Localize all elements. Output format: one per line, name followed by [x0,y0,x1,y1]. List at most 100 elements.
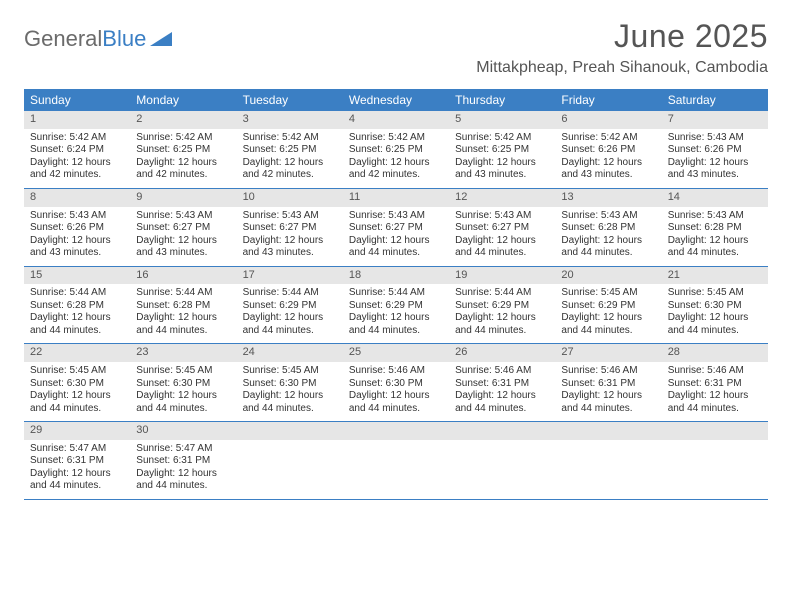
sunrise-text: Sunrise: 5:46 AM [561,365,655,378]
daylight-text: Daylight: 12 hours and 43 minutes. [30,235,124,260]
day-number: 27 [555,344,661,362]
daylight-text: Daylight: 12 hours and 44 minutes. [136,390,230,415]
day-cell: 26Sunrise: 5:46 AMSunset: 6:31 PMDayligh… [449,344,555,421]
daylight-text: Daylight: 12 hours and 44 minutes. [455,312,549,337]
sunrise-text: Sunrise: 5:42 AM [455,132,549,145]
dow-cell: Wednesday [343,89,449,111]
day-cell: 6Sunrise: 5:42 AMSunset: 6:26 PMDaylight… [555,111,661,188]
day-number: 13 [555,189,661,207]
header: GeneralBlue June 2025 Mittakpheap, Preah… [24,18,768,77]
day-number: 19 [449,267,555,285]
day-body: Sunrise: 5:43 AMSunset: 6:27 PMDaylight:… [449,207,555,266]
sunset-text: Sunset: 6:31 PM [455,378,549,391]
day-body: Sunrise: 5:42 AMSunset: 6:25 PMDaylight:… [343,129,449,188]
daylight-text: Daylight: 12 hours and 44 minutes. [136,312,230,337]
day-cell: 11Sunrise: 5:43 AMSunset: 6:27 PMDayligh… [343,189,449,266]
brand-logo: GeneralBlue [24,18,172,52]
day-body: Sunrise: 5:44 AMSunset: 6:28 PMDaylight:… [24,284,130,343]
day-number: 6 [555,111,661,129]
days-of-week-header: SundayMondayTuesdayWednesdayThursdayFrid… [24,89,768,111]
sunrise-text: Sunrise: 5:43 AM [561,210,655,223]
daylight-text: Daylight: 12 hours and 44 minutes. [30,312,124,337]
sunset-text: Sunset: 6:26 PM [668,144,762,157]
daylight-text: Daylight: 12 hours and 43 minutes. [136,235,230,260]
daylight-text: Daylight: 12 hours and 44 minutes. [243,312,337,337]
day-cell: 8Sunrise: 5:43 AMSunset: 6:26 PMDaylight… [24,189,130,266]
sunset-text: Sunset: 6:25 PM [243,144,337,157]
day-number: 9 [130,189,236,207]
day-number: 5 [449,111,555,129]
sunrise-text: Sunrise: 5:47 AM [136,443,230,456]
day-body: Sunrise: 5:43 AMSunset: 6:26 PMDaylight:… [24,207,130,266]
daylight-text: Daylight: 12 hours and 44 minutes. [455,235,549,260]
day-cell: 5 Sunrise: 5:42 AMSunset: 6:25 PMDaylight… [449,111,555,188]
sunrise-text: Sunrise: 5:44 AM [136,287,230,300]
week-row: 8Sunrise: 5:43 AMSunset: 6:26 PMDaylight… [24,189,768,267]
daylight-text: Daylight: 12 hours and 42 minutes. [243,157,337,182]
daylight-text: Daylight: 12 hours and 44 minutes. [349,390,443,415]
day-body: Sunrise: 5:45 AMSunset: 6:30 PMDaylight:… [662,284,768,343]
sunrise-text: Sunrise: 5:43 AM [30,210,124,223]
sunrise-text: Sunrise: 5:45 AM [30,365,124,378]
day-body: Sunrise: 5:44 AMSunset: 6:29 PMDaylight:… [237,284,343,343]
day-cell: 18Sunrise: 5:44 AMSunset: 6:29 PMDayligh… [343,267,449,344]
day-number: 30 [130,422,236,440]
daylight-text: Daylight: 12 hours and 44 minutes. [349,235,443,260]
day-body: Sunrise: 5:43 AMSunset: 6:27 PMDaylight:… [343,207,449,266]
day-body: Sunrise: 5:46 AMSunset: 6:31 PMDaylight:… [555,362,661,421]
sunset-text: Sunset: 6:26 PM [561,144,655,157]
sunset-text: Sunset: 6:30 PM [30,378,124,391]
sunset-text: Sunset: 6:27 PM [136,222,230,235]
week-row: 15Sunrise: 5:44 AMSunset: 6:28 PMDayligh… [24,267,768,345]
week-row: 29Sunrise: 5:47 AMSunset: 6:31 PMDayligh… [24,422,768,500]
day-body: Sunrise: 5:43 AMSunset: 6:26 PMDaylight:… [662,129,768,188]
sunrise-text: Sunrise: 5:45 AM [561,287,655,300]
day-body: Sunrise: 5:42 AMSunset: 6:25 PMDaylight:… [237,129,343,188]
daylight-text: Daylight: 12 hours and 43 minutes. [455,157,549,182]
day-body: Sunrise: 5:42 AMSunset: 6:24 PMDaylight:… [24,129,130,188]
sunrise-text: Sunrise: 5:43 AM [136,210,230,223]
sunrise-text: Sunrise: 5:46 AM [349,365,443,378]
sunrise-text: Sunrise: 5:43 AM [349,210,443,223]
daylight-text: Daylight: 12 hours and 44 minutes. [561,390,655,415]
sunrise-text: Sunrise: 5:44 AM [349,287,443,300]
day-number: 1 [24,111,130,129]
day-cell: 4Sunrise: 5:42 AMSunset: 6:25 PMDaylight… [343,111,449,188]
daylight-text: Daylight: 12 hours and 42 minutes. [30,157,124,182]
sunset-text: Sunset: 6:27 PM [455,222,549,235]
day-cell: 25Sunrise: 5:46 AMSunset: 6:30 PMDayligh… [343,344,449,421]
sunset-text: Sunset: 6:25 PM [349,144,443,157]
sunset-text: Sunset: 6:29 PM [243,300,337,313]
day-number: 17 [237,267,343,285]
day-number: 25 [343,344,449,362]
day-cell [237,422,343,499]
day-number: 14 [662,189,768,207]
sunset-text: Sunset: 6:25 PM [136,144,230,157]
day-number: 15 [24,267,130,285]
day-number: 16 [130,267,236,285]
sunset-text: Sunset: 6:28 PM [136,300,230,313]
logo-triangle-icon [150,26,172,52]
sunset-text: Sunset: 6:25 PM [455,144,549,157]
day-number: 26 [449,344,555,362]
day-number: 29 [24,422,130,440]
sunrise-text: Sunrise: 5:47 AM [30,443,124,456]
day-number: 10 [237,189,343,207]
daylight-text: Daylight: 12 hours and 44 minutes. [243,390,337,415]
title-block: June 2025 Mittakpheap, Preah Sihanouk, C… [476,18,768,77]
day-number: 21 [662,267,768,285]
dow-cell: Friday [555,89,661,111]
day-cell: 10Sunrise: 5:43 AMSunset: 6:27 PMDayligh… [237,189,343,266]
sunset-text: Sunset: 6:26 PM [30,222,124,235]
daylight-text: Daylight: 12 hours and 44 minutes. [455,390,549,415]
day-cell: 3Sunrise: 5:42 AMSunset: 6:25 PMDaylight… [237,111,343,188]
day-number: 2 [130,111,236,129]
daylight-text: Daylight: 12 hours and 44 minutes. [30,468,124,493]
sunrise-text: Sunrise: 5:42 AM [30,132,124,145]
day-cell: 15Sunrise: 5:44 AMSunset: 6:28 PMDayligh… [24,267,130,344]
day-cell [555,422,661,499]
day-cell [662,422,768,499]
day-number: 28 [662,344,768,362]
day-body: Sunrise: 5:46 AMSunset: 6:31 PMDaylight:… [662,362,768,421]
day-cell: 28Sunrise: 5:46 AMSunset: 6:31 PMDayligh… [662,344,768,421]
